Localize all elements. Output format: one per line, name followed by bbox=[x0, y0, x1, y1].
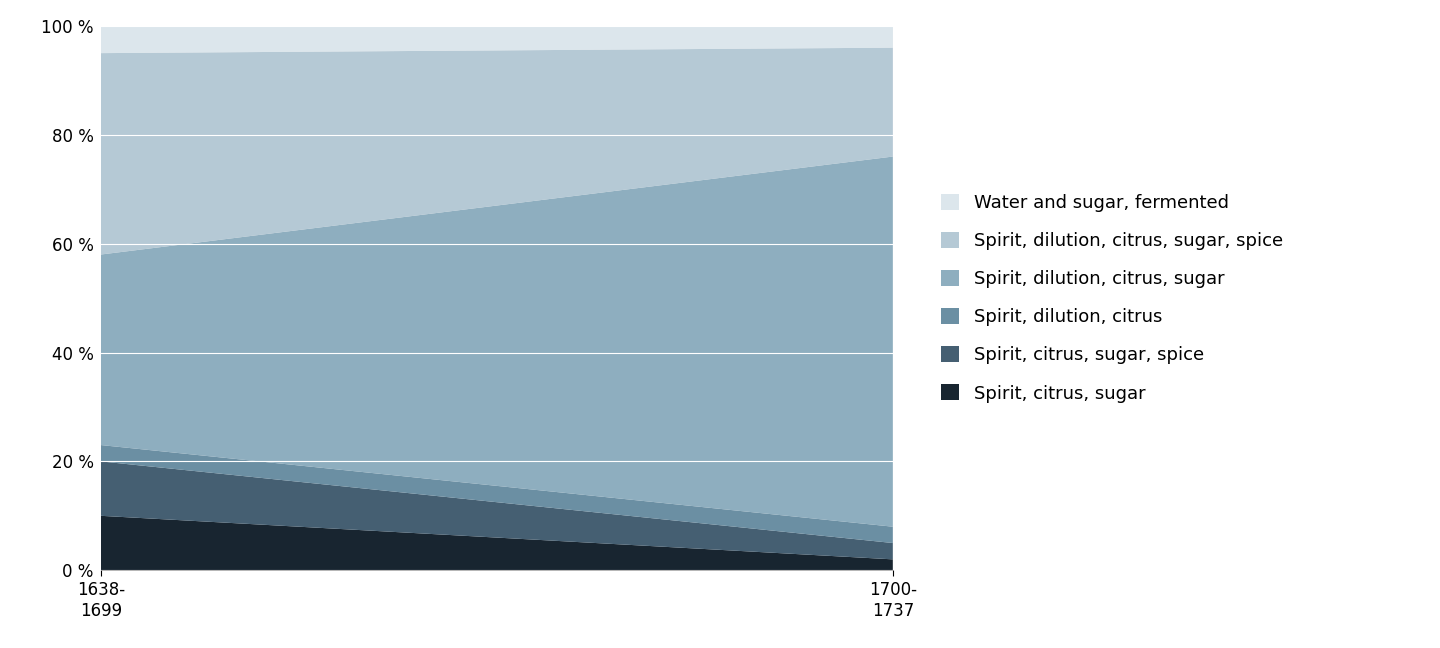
Polygon shape bbox=[101, 445, 893, 543]
Polygon shape bbox=[101, 48, 893, 255]
Polygon shape bbox=[101, 516, 893, 570]
Legend: Water and sugar, fermented, Spirit, dilution, citrus, sugar, spice, Spirit, dilu: Water and sugar, fermented, Spirit, dilu… bbox=[942, 194, 1283, 402]
Polygon shape bbox=[101, 157, 893, 527]
Polygon shape bbox=[101, 26, 893, 53]
Polygon shape bbox=[101, 461, 893, 559]
